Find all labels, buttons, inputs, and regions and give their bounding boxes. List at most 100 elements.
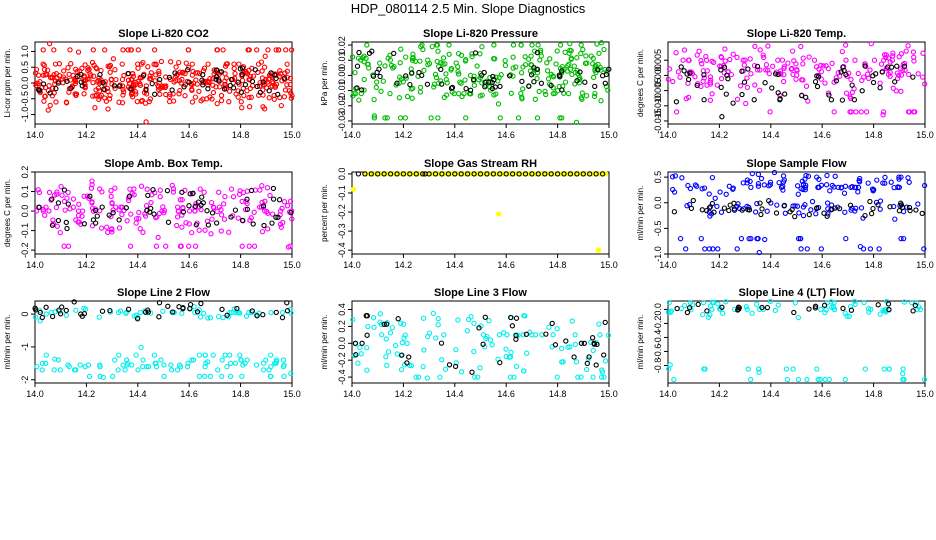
data-point — [143, 119, 149, 125]
data-point — [119, 100, 126, 106]
data-point-highlight — [593, 362, 599, 368]
data-point — [134, 98, 140, 105]
data-point — [230, 194, 237, 200]
data-point — [66, 71, 72, 77]
data-point — [159, 208, 165, 214]
data-point-highlight — [695, 301, 701, 308]
data-point — [598, 40, 605, 46]
x-tick-label: 14.4 — [129, 389, 147, 399]
data-point-highlight — [458, 171, 464, 177]
data-point — [244, 88, 250, 94]
data-point-highlight — [762, 80, 768, 86]
data-point — [259, 228, 266, 235]
data-point — [515, 332, 521, 338]
data-point-highlight — [508, 314, 514, 321]
data-point-highlight — [359, 87, 365, 93]
data-point-highlight — [244, 206, 251, 212]
data-point — [455, 71, 462, 77]
data-point — [518, 70, 525, 76]
data-point — [602, 358, 609, 364]
data-point — [402, 332, 408, 338]
data-point — [748, 235, 754, 242]
data-point — [391, 63, 397, 70]
data-point — [81, 91, 87, 97]
data-point — [153, 61, 159, 67]
data-point — [214, 100, 220, 107]
data-point — [744, 177, 751, 183]
data-point-highlight — [867, 198, 873, 205]
data-point — [461, 90, 467, 97]
data-point-highlight — [192, 203, 199, 209]
data-point-highlight — [200, 72, 206, 78]
data-point — [580, 46, 586, 53]
data-point — [694, 183, 700, 189]
data-point-highlight — [94, 213, 100, 219]
data-point-highlight — [416, 69, 422, 76]
data-point — [63, 100, 70, 106]
data-point — [152, 78, 158, 84]
x-tick-label: 14.2 — [78, 130, 96, 140]
data-point — [136, 216, 142, 222]
data-point — [62, 207, 68, 213]
data-point — [86, 76, 92, 82]
data-point-highlight — [219, 306, 225, 313]
data-point-highlight — [39, 314, 45, 321]
data-point-highlight — [814, 73, 820, 79]
data-point-highlight — [516, 171, 522, 177]
data-point — [264, 185, 271, 191]
x-tick-label: 14.2 — [395, 389, 413, 399]
data-point — [58, 183, 64, 190]
data-point — [158, 357, 164, 363]
data-point — [804, 376, 810, 383]
data-point — [761, 182, 767, 188]
data-point — [817, 376, 823, 383]
data-point-highlight — [471, 171, 477, 177]
data-point — [97, 373, 103, 380]
data-point — [197, 314, 204, 320]
data-point — [824, 172, 830, 179]
data-point — [239, 105, 245, 111]
y-tick-label: -0.5 — [653, 221, 663, 237]
data-point — [245, 47, 251, 53]
data-point — [698, 57, 704, 64]
data-point — [590, 347, 596, 354]
data-point — [263, 85, 270, 91]
data-point — [881, 57, 887, 63]
data-point — [355, 360, 361, 366]
data-point — [205, 315, 211, 321]
data-point — [537, 57, 543, 63]
chart-title: Slope Li-820 Pressure — [423, 28, 538, 40]
data-point — [94, 79, 100, 85]
data-point — [856, 179, 863, 185]
data-point-highlight — [185, 67, 191, 73]
data-point — [255, 69, 261, 76]
data-point — [814, 174, 820, 180]
data-point — [595, 61, 601, 68]
data-point — [921, 376, 928, 383]
data-point-highlight — [362, 171, 368, 177]
data-point — [251, 209, 257, 215]
data-point — [880, 112, 886, 118]
data-point — [705, 314, 712, 321]
data-point — [266, 95, 272, 101]
data-point — [737, 83, 744, 89]
data-point — [730, 51, 736, 57]
data-point-highlight — [254, 83, 260, 90]
data-point — [808, 207, 814, 213]
data-point-highlight — [578, 340, 585, 346]
data-point — [284, 61, 290, 67]
data-point — [228, 186, 235, 192]
data-point — [804, 246, 810, 252]
data-point — [694, 52, 700, 58]
data-point — [811, 57, 818, 63]
data-point-highlight — [892, 79, 898, 85]
data-point — [151, 352, 158, 358]
data-point — [571, 63, 577, 69]
data-point — [183, 60, 189, 66]
y-tick-label: 0.000 — [653, 64, 663, 87]
data-point-highlight — [275, 91, 281, 98]
data-point-highlight — [599, 73, 606, 79]
data-point — [350, 93, 356, 99]
data-point — [864, 71, 871, 77]
data-point — [776, 179, 782, 186]
